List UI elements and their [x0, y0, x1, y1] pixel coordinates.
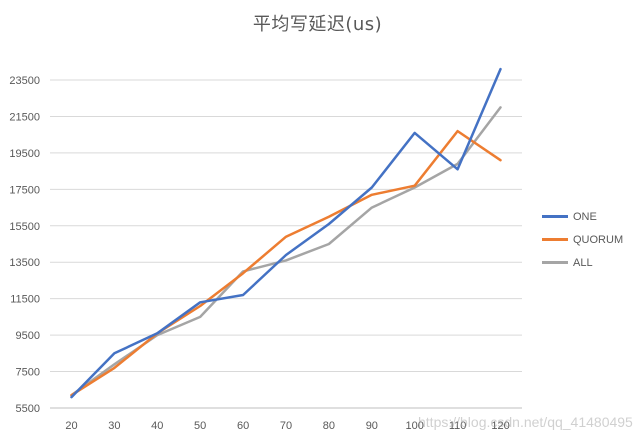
x-tick-label: 40	[151, 420, 163, 432]
watermark: https://blog.csdn.net/qq_41480495	[418, 414, 633, 430]
x-tick-label: 60	[237, 420, 249, 432]
legend-item-all: ALL	[542, 251, 623, 274]
series-line-one	[70, 67, 502, 399]
legend-item-one: ONE	[542, 205, 623, 228]
legend-label-quorum: QUORUM	[573, 233, 624, 246]
grid-lines	[50, 79, 522, 409]
legend-label-one: ONE	[573, 210, 597, 223]
x-tick-label: 110	[449, 420, 467, 432]
y-tick-label: 7500	[16, 367, 40, 379]
legend-label-all: ALL	[573, 256, 593, 269]
x-tick-label: 80	[323, 420, 335, 432]
x-tick-label: 90	[366, 420, 378, 432]
axis-labels: 5500 7500 9500 11500 13500 15500 17500 19500 215…	[9, 75, 509, 432]
y-tick-label: 11500	[10, 294, 40, 306]
legend: ONE QUORUM ALL	[542, 205, 623, 274]
x-tick-label: 70	[280, 420, 292, 432]
legend-swatch-all	[542, 261, 568, 264]
series-line-quorum	[70, 129, 502, 397]
legend-swatch-one	[542, 215, 568, 218]
legend-swatch-quorum	[542, 238, 568, 241]
y-tick-label: 17500	[9, 184, 40, 196]
y-tick-label: 9500	[16, 330, 40, 342]
y-tick-label: 5500	[16, 403, 40, 415]
legend-item-quorum: QUORUM	[542, 228, 623, 251]
chart-title: 平均写延迟(us)	[252, 14, 383, 35]
y-tick-label: 21500	[9, 111, 40, 123]
x-tick-label: 20	[65, 420, 77, 432]
x-tick-label: 120	[491, 420, 509, 432]
y-tick-label: 13500	[9, 257, 40, 269]
x-tick-label: 50	[194, 420, 206, 432]
x-tick-label: 30	[108, 420, 120, 432]
x-tick-label: 100	[406, 420, 424, 432]
y-tick-label: 15500	[9, 221, 40, 233]
y-tick-label: 23500	[9, 75, 40, 87]
series-lines	[70, 67, 502, 399]
y-tick-label: 19500	[9, 148, 40, 160]
